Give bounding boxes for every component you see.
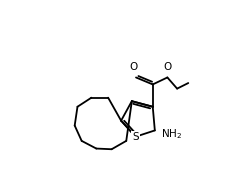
Text: O: O [130,62,138,72]
Text: S: S [132,132,139,142]
Text: NH$_2$: NH$_2$ [161,127,182,141]
Text: O: O [163,62,172,72]
